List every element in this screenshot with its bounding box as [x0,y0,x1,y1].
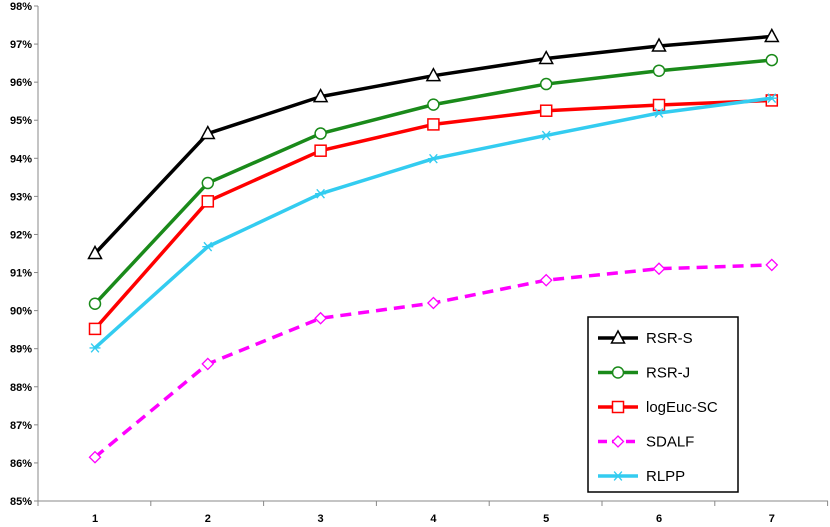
series-rsr-s [87,27,780,260]
data-point-rlpp [766,93,778,104]
data-point-sdalf [652,262,666,276]
y-tick-label: 92% [10,229,32,241]
data-point-rsr-j [765,53,779,67]
data-point-rlpp [202,241,214,252]
y-tick-label: 97% [10,39,32,51]
y-tick-label: 91% [10,268,32,280]
y-tick-label: 93% [10,191,32,203]
data-point-rlpp [427,153,439,164]
legend-label-sdalf: SDALF [646,434,694,451]
legend-item-rlpp: RLPP [598,468,685,485]
series-sdalf [88,258,779,464]
y-tick-label: 88% [10,382,32,394]
data-point-rsr-s [312,88,329,103]
data-point-sdalf [88,450,102,464]
data-point-rlpp [653,108,665,118]
data-point-rsr-s [425,67,442,82]
data-point-sdalf [765,258,779,272]
data-point-rlpp [540,130,552,141]
x-tick-label: 5 [543,513,549,525]
x-tick-label: 1 [92,513,98,525]
series-layer [87,27,780,464]
legend-label-rsr-j: RSR-J [646,365,690,382]
legend-label-rsr-s: RSR-S [646,330,693,347]
data-point-logeuc-sc [201,195,215,208]
legend-marker-sdalf [611,435,625,448]
data-point-rsr-s [538,49,554,65]
data-point-sdalf [201,357,215,371]
data-point-rlpp [89,343,101,353]
data-point-logeuc-sc [652,98,666,112]
data-point-logeuc-sc [88,322,102,336]
x-tick-label: 6 [656,513,662,525]
data-point-rsr-s [87,244,103,260]
data-point-sdalf [539,273,553,287]
legend-label-rlpp: RLPP [646,468,685,485]
legend-marker-logeuc-sc [611,400,625,414]
data-point-rsr-j [88,297,102,311]
series-rlpp [89,93,778,353]
series-line-rlpp [93,96,773,350]
x-tick-label: 7 [769,513,775,525]
x-tick-label: 2 [205,513,211,525]
data-point-rsr-j [539,77,553,91]
legend-marker-rsr-j [611,366,625,379]
y-tick-label: 96% [10,77,32,89]
data-point-logeuc-sc [314,144,327,157]
data-point-rlpp [315,188,327,199]
data-point-logeuc-sc [427,118,440,131]
data-point-rsr-s [764,27,780,43]
y-tick-label: 90% [10,306,32,318]
legend-item-rsr-j: RSR-J [598,365,690,382]
x-tick-label: 4 [430,513,437,525]
data-point-rsr-j [201,176,215,190]
data-point-rsr-j [314,127,327,140]
y-tick-label: 89% [10,344,32,356]
y-tick-label: 98% [10,1,32,13]
legend-item-sdalf: SDALF [598,434,694,451]
data-point-sdalf [314,311,328,325]
y-tick-label: 86% [10,458,32,470]
data-point-logeuc-sc [539,104,553,117]
legend-item-logeuc-sc: logEuc-SC [598,399,718,416]
data-point-rsr-s [651,37,667,52]
series-line-logeuc-sc [93,98,772,331]
x-tick-label: 3 [318,513,324,525]
axes: 85% 86% 87% 88% 89% 90% 91% 92% 93% 94% 95% 96% 97% 9… [10,1,829,525]
data-point-logeuc-sc [765,94,779,107]
legend-item-rsr-s: RSR-S [598,329,693,347]
data-point-rsr-j [652,64,666,77]
legend-marker-rlpp [612,471,624,481]
legend: RSR-S RSR-J logEuc-SC SDALF RLPP [587,316,739,493]
series-logeuc-sc [88,94,779,336]
y-tick-label: 87% [10,420,32,432]
y-tick-label: 95% [10,115,32,127]
data-point-rsr-j [427,98,440,111]
legend-label-logeuc-sc: logEuc-SC [646,399,718,416]
data-point-sdalf [426,296,440,310]
data-point-rsr-s [200,124,216,140]
y-tick-label: 85% [10,496,32,508]
series-rsr-j [88,53,779,311]
y-tick-label: 94% [10,153,32,165]
legend-marker-rsr-s [610,329,626,344]
